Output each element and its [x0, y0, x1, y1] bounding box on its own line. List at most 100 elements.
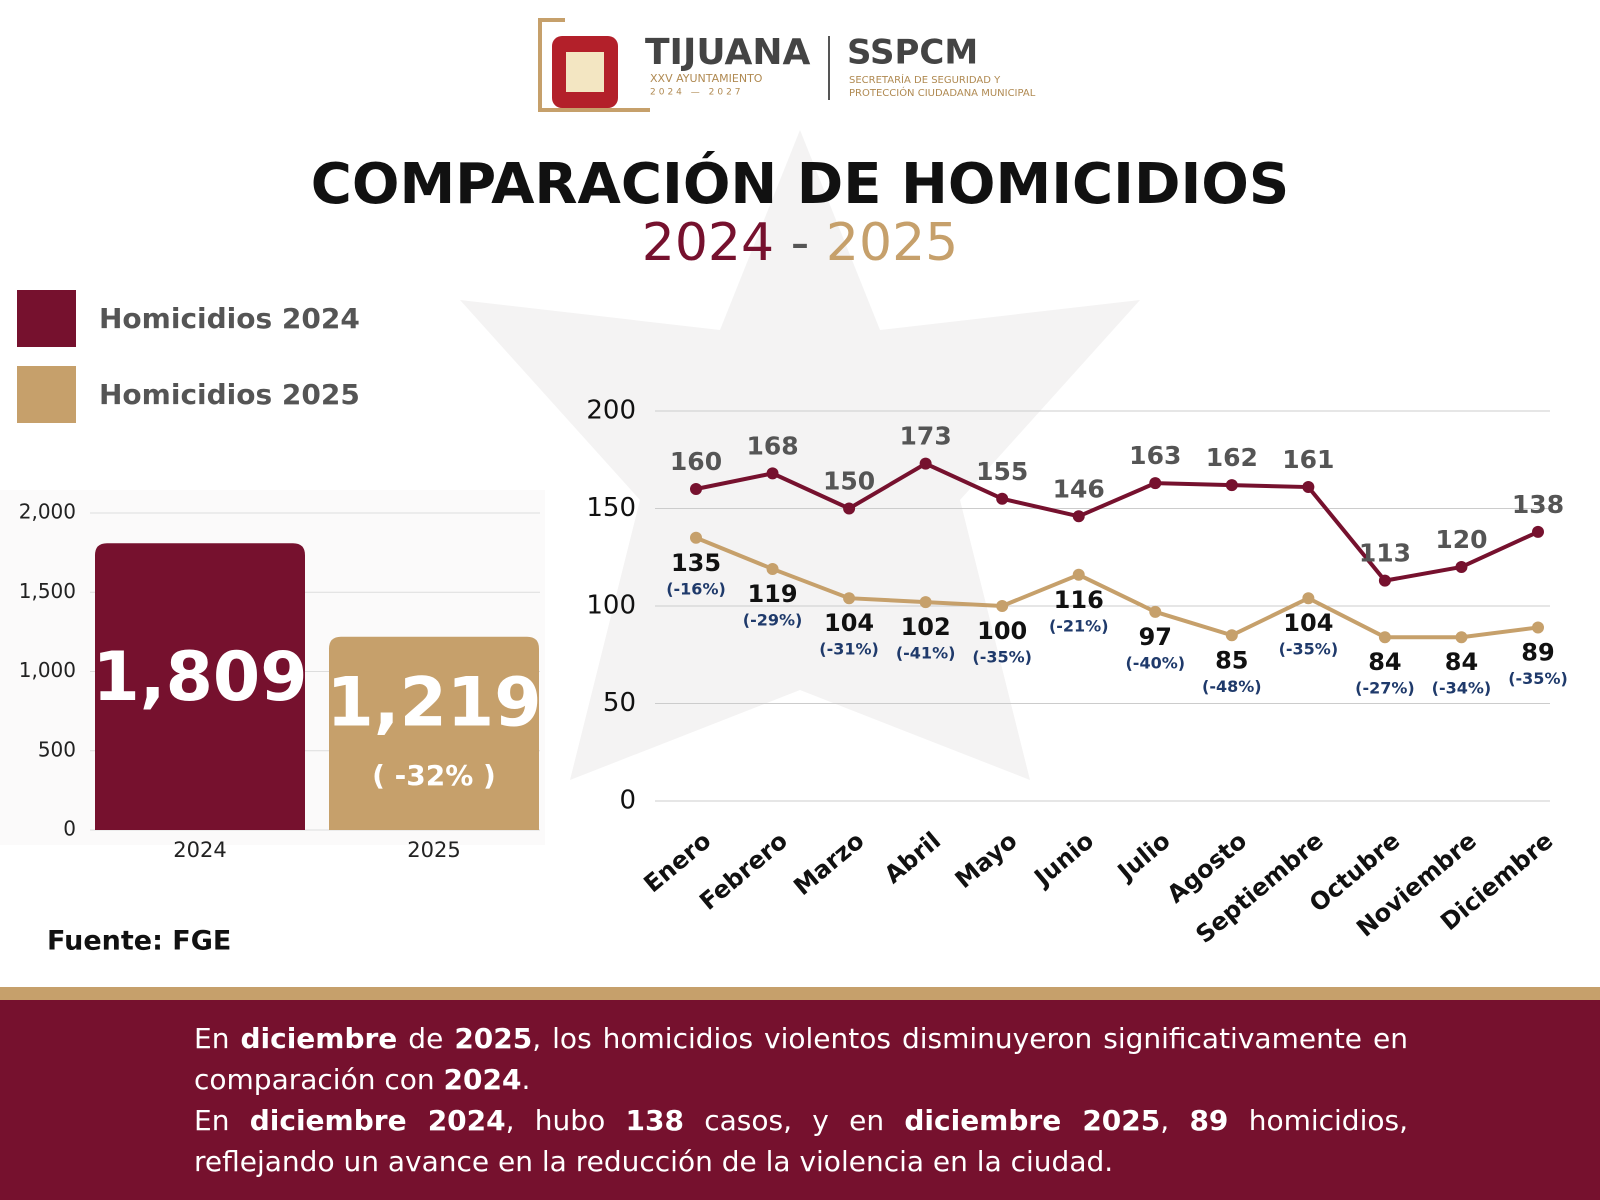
point: [996, 492, 1009, 505]
change-label: (-16%): [666, 579, 726, 598]
bar-value-label: 1,809: [92, 638, 307, 717]
value-label: 85: [1215, 646, 1248, 674]
bold-run: 89: [1189, 1104, 1229, 1137]
footer-paragraph: En diciembre de 2025, los homicidios vio…: [194, 1018, 1408, 1100]
point: [919, 457, 932, 470]
footer-text: En diciembre de 2025, los homicidios vio…: [194, 1018, 1408, 1182]
bar: [329, 636, 539, 830]
value-label: 102: [901, 613, 951, 641]
x-tick-label: Abril: [879, 827, 946, 890]
value-label: 161: [1282, 445, 1334, 474]
point: [996, 600, 1009, 612]
point: [766, 562, 779, 575]
point: [843, 592, 856, 605]
subtitle-start: 2024: [642, 213, 774, 273]
bold-run: diciembre 2025: [904, 1104, 1161, 1137]
bold-run: diciembre: [240, 1022, 398, 1055]
value-label: 162: [1206, 443, 1258, 472]
bar: [95, 543, 305, 830]
point: [1225, 479, 1238, 492]
value-label: 168: [746, 431, 798, 460]
value-label: 116: [1054, 586, 1104, 614]
point: [1302, 481, 1315, 494]
org2-name: SSPCM: [847, 33, 978, 73]
change-label: (-35%): [972, 648, 1032, 667]
org-name: TIJUANA: [645, 32, 810, 73]
x-tick-label: Marzo: [788, 827, 869, 901]
watermark-star: [460, 130, 1140, 780]
point: [1149, 477, 1162, 490]
line: [695, 461, 1539, 583]
y-tick-label: 100: [586, 591, 636, 621]
point: [1072, 510, 1085, 523]
line: [695, 535, 1539, 640]
change-label: ( -32% ): [372, 759, 496, 792]
change-label: (-31%): [819, 640, 879, 659]
point: [919, 596, 932, 609]
org-sub: 2024 — 2027: [650, 88, 744, 98]
value-label: 120: [1435, 525, 1487, 554]
footer-band: [0, 1000, 1600, 1200]
point: [1225, 629, 1238, 642]
y-tick-label: 150: [586, 493, 636, 523]
value-label: 146: [1053, 474, 1105, 503]
change-label: (-27%): [1355, 679, 1415, 698]
value-label: 84: [1368, 648, 1401, 676]
value-label: 104: [1283, 609, 1333, 637]
source: Fuente: FGE: [47, 926, 231, 957]
x-tick-label: 2024: [173, 838, 226, 862]
change-label: (-48%): [1202, 677, 1262, 696]
legend-swatch: [17, 290, 76, 347]
text-run: En: [194, 1022, 241, 1055]
y-tick-label: 200: [586, 396, 636, 426]
bold-run: 138: [625, 1104, 684, 1137]
change-label: (-21%): [1049, 616, 1109, 635]
title: COMPARACIÓN DE HOMICIDIOS: [311, 152, 1290, 217]
value-label: 89: [1521, 638, 1554, 666]
value-label: 163: [1129, 441, 1181, 470]
point: [843, 502, 856, 515]
legend-swatch: [17, 366, 76, 423]
value-label: 150: [823, 467, 875, 496]
x-tick-label: Junio: [1028, 827, 1099, 893]
legend-label: Homicidios 2024: [99, 302, 360, 335]
point: [690, 483, 702, 495]
value-label: 135: [671, 549, 721, 577]
bold-run: diciembre 2024: [249, 1104, 506, 1137]
text-run: ,: [1160, 1104, 1190, 1137]
point: [1072, 568, 1085, 581]
text-run: homicidios, reflejando un avance en la r…: [194, 1104, 1408, 1178]
point: [1378, 574, 1391, 587]
point: [1455, 631, 1468, 644]
point: [1378, 631, 1391, 644]
value-label: 100: [977, 617, 1027, 645]
change-label: (-35%): [1279, 640, 1339, 659]
x-tick-label: Julio: [1111, 827, 1176, 888]
point: [766, 467, 779, 480]
x-tick-label: Mayo: [950, 827, 1023, 894]
bold-run: 2024: [443, 1063, 522, 1096]
text-run: de: [397, 1022, 455, 1055]
point: [1149, 605, 1162, 618]
gold-strip: [0, 987, 1600, 1000]
logo-inner: [566, 52, 604, 92]
y-tick-label: 2,000: [19, 500, 76, 524]
y-tick-label: 1,000: [19, 658, 76, 682]
text-run: , hubo: [505, 1104, 626, 1137]
y-tick-label: 50: [603, 688, 636, 718]
point: [1532, 621, 1544, 634]
text-run: En: [194, 1104, 250, 1137]
value-label: 155: [976, 457, 1028, 486]
org2-sub: PROTECCIÓN CIUDADANA MUNICIPAL: [849, 86, 1036, 99]
subtitle: 2024 - 2025: [642, 213, 959, 273]
logo-frame: [538, 18, 650, 112]
point: [1302, 592, 1315, 605]
text-run: .: [521, 1063, 531, 1096]
change-label: (-40%): [1125, 653, 1185, 672]
text-run: , los homicidios violentos disminuyeron …: [194, 1022, 1408, 1096]
value-label: 97: [1139, 623, 1172, 651]
org-sub: XXV AYUNTAMIENTO: [650, 72, 763, 85]
text-run: casos, y en: [683, 1104, 905, 1137]
